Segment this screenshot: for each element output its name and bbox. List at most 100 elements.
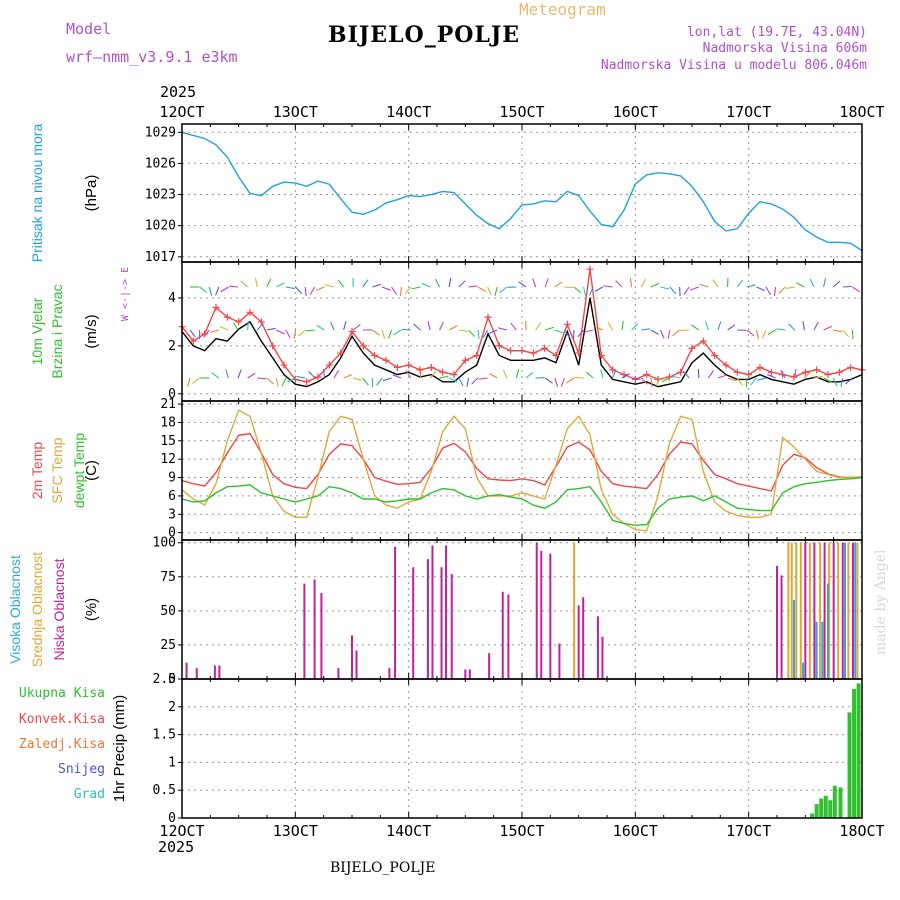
wind-arrow [544,278,549,288]
wind-arrow [746,329,755,337]
gust-marker [541,344,549,352]
y-tick-label: 1026 [145,156,176,171]
gust-marker [813,366,821,374]
bar-visoka-oblacnost [827,583,829,679]
wind-arrow [309,286,316,295]
wind-arrow [199,286,208,293]
wind-arrow [275,377,279,387]
wind-arrow [672,329,680,337]
y-tick-label: 0 [168,526,176,541]
wind-arrow [842,329,850,338]
y-tick-label: 0 [168,672,176,687]
wind-arrow [704,321,709,331]
gust-marker [507,347,515,355]
bar-niska-oblacnost [501,591,504,679]
wind-arrow [285,329,291,339]
wind-arrow [532,278,537,288]
wind-arrow [285,286,295,290]
bar-srednja-oblacnost [795,542,798,679]
lonlat-label: lon,lat (19.7E, 43.04N) [686,25,867,40]
wind-arrow [813,376,823,379]
wind-arrow [254,278,258,288]
y-tick-label: 2 [168,339,176,354]
wind-arrow [641,328,651,331]
bar-visoka-oblacnost [854,542,857,679]
wind-arrow [228,285,239,288]
wind-arrow [401,328,411,331]
gust-marker [303,378,311,386]
gust-marker [325,361,333,369]
chart-title: BIJELO_POLJE [328,22,521,48]
panel-frame [181,539,863,680]
panel-label: 10m Vjetar [29,297,45,365]
wind-arrow [304,286,307,297]
wind-arrow [852,286,861,293]
year-top: 2025 [160,83,197,101]
wind-arrow [640,278,647,288]
wind-arrow [661,377,671,383]
panel-label: SFC Temp [49,437,65,503]
gust-marker [711,351,719,359]
y-tick-label: 18 [160,415,176,430]
wind-arrow [573,286,582,294]
bar-niska-oblacnost [549,553,552,679]
x-tick-label-top: 13OCT [273,103,318,121]
series-line-brzina-vjetra [181,297,863,388]
gust-marker [801,368,809,376]
gust-marker [609,366,617,374]
wind-arrow [237,369,242,379]
wind-arrow [405,370,412,379]
precip-legend-item: Snijeg [58,762,105,777]
bar-niska-oblacnost [813,542,816,679]
wind-arrow [594,286,604,292]
wind-arrow [755,329,760,339]
bar-niska-oblacnost [445,545,448,679]
gust-marker [439,368,447,376]
wind-arrow [813,321,819,331]
wind-arrow [298,329,306,337]
bar-niska-oblacnost [337,668,340,679]
x-tick-label-bottom: 18OCT [839,822,884,840]
wind-arrow [554,377,559,387]
y-tick-label: 12 [160,452,176,467]
wind-arrow [427,321,431,331]
wind-arrow [215,286,220,296]
wind-arrow [400,286,402,297]
bar-ukupna-kisa [856,683,861,818]
bar-srednja-oblacnost [819,542,822,679]
wind-arrow [434,278,441,288]
gust-marker [484,313,492,321]
model-label: Model [66,20,112,38]
precip-legend-item: Ukupna Kisa [19,686,105,701]
y-tick-label: 1023 [145,188,176,203]
wind-arrow [809,278,815,288]
wind-arrow [482,329,489,339]
gust-marker [575,349,583,357]
gust-marker [643,371,651,379]
wind-arrow [640,377,648,385]
wind-arrow [589,286,594,296]
wind-arrow [266,327,276,331]
x-tick-label-bottom: 12OCT [159,822,204,840]
wind-arrow [499,286,508,294]
wind-arrow [566,377,575,384]
wind-arrow [305,329,315,332]
wind-arrow [746,284,756,288]
wind-arrow [478,377,488,380]
wind-arrow [611,369,617,379]
wind-arrow [780,369,786,379]
wind-arrow [804,371,812,379]
wind-arrow [683,286,690,295]
gust-marker [223,313,231,321]
panel-label: dewpt Temp [71,433,87,508]
bar-niska-oblacnost [823,542,826,679]
bar-niska-oblacnost [596,616,599,679]
bar-niska-oblacnost [320,593,323,679]
wind-arrow [823,278,827,288]
y-tick-label: 9 [168,471,176,486]
bar-niska-oblacnost [804,542,807,679]
gust-marker [722,361,730,369]
wind-arrow [391,286,397,295]
gust-marker [790,373,798,381]
